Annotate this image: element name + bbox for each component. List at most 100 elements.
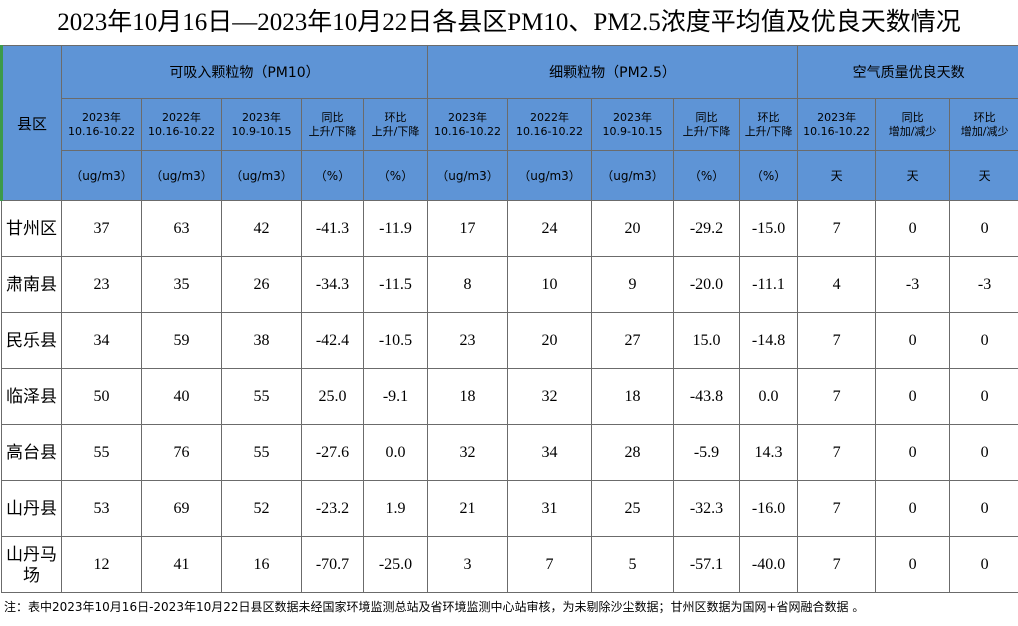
data-cell: 0 [949, 312, 1018, 369]
table-row: （ug/m3） （ug/m3） （ug/m3） （%） （%） （ug/m3） （ug/m3… [2, 150, 1018, 201]
header-line: 2023年 [448, 110, 488, 124]
unit-header: （%） [673, 150, 741, 201]
county-name: 高台县 [1, 424, 62, 481]
unit-header: （ug/m3） [507, 150, 593, 201]
data-cell: 7 [797, 424, 877, 481]
data-cell: -70.7 [301, 536, 364, 593]
unit-header: 天 [797, 150, 877, 201]
header-line: 增加/减少 [960, 124, 1009, 138]
header-line: 同比 [901, 110, 924, 124]
data-cell: 7 [797, 536, 877, 593]
data-cell: -16.0 [739, 480, 799, 537]
data-cell: 27 [591, 312, 675, 369]
header-line: 10.16-10.22 [68, 124, 135, 138]
table-row: 山丹县 53 69 52 -23.2 1.9 21 31 25 -32.3 -16.0 7 0 0 [1, 480, 1018, 537]
table-row: 山丹马场 12 41 16 -70.7 -25.0 3 7 5 -57.1 -40.0 7 0 0 [1, 536, 1018, 593]
table-row: 肃南县 23 35 26 -34.3 -11.5 8 10 9 -20.0 -11.1 4 -3 -3 [1, 256, 1018, 313]
data-cell: 3 [427, 536, 509, 593]
data-cell: 38 [221, 312, 302, 369]
header-line: 10.9-10.15 [602, 124, 663, 138]
data-cell: 41 [141, 536, 222, 593]
header-line: 上升/下降 [744, 124, 793, 138]
header-line: 2023年 [613, 110, 653, 124]
header-line: 环比 [973, 110, 996, 124]
data-cell: -15.0 [739, 200, 799, 257]
unit-header: （%） [362, 150, 429, 201]
data-cell: 18 [591, 368, 675, 425]
data-cell: 0 [949, 536, 1018, 593]
data-cell: 1.9 [362, 480, 429, 537]
data-cell: 35 [141, 256, 222, 313]
data-cell: 7 [797, 200, 877, 257]
group-header: 空气质量优良天数 [797, 45, 1018, 99]
data-cell: 20 [591, 200, 675, 257]
data-cell: -29.2 [673, 200, 741, 257]
data-cell: 8 [427, 256, 509, 313]
data-cell: 0.0 [362, 424, 429, 481]
data-cell: -57.1 [673, 536, 741, 593]
title: 2023年10月16日—2023年10月22日各县区PM10、PM2.5浓度平均… [57, 9, 961, 36]
data-cell: 12 [61, 536, 142, 593]
unit-header: 天 [949, 150, 1018, 201]
data-cell: 42 [221, 200, 302, 257]
data-cell: -10.5 [362, 312, 429, 369]
data-cell: 55 [221, 424, 302, 481]
data-cell: -3 [949, 256, 1018, 313]
column-header: 同比 上升/下降 [673, 98, 741, 151]
data-cell: 63 [141, 200, 222, 257]
data-cell: 7 [797, 312, 877, 369]
column-header: 同比 增加/减少 [875, 98, 951, 151]
data-cell: -9.1 [362, 368, 429, 425]
data-cell: 5 [591, 536, 675, 593]
table-row: 2023年 10.16-10.22 2022年 10.16-10.22 2023年 10.… [2, 98, 1018, 151]
data-cell: 55 [221, 368, 302, 425]
data-cell: -27.6 [301, 424, 364, 481]
county-name: 山丹马场 [1, 536, 62, 593]
data-cell: 7 [797, 480, 877, 537]
corner-header: 县区 [0, 45, 62, 201]
data-cell: 0 [875, 312, 951, 369]
data-cell: 0 [875, 200, 951, 257]
data-cell: 34 [507, 424, 593, 481]
data-cell: -5.9 [673, 424, 741, 481]
data-cell: 32 [507, 368, 593, 425]
header-line: 上升/下降 [371, 124, 420, 138]
data-cell: -41.3 [301, 200, 364, 257]
group-header: 细颗粒物（PM2.5） [427, 45, 799, 99]
data-cell: 18 [427, 368, 509, 425]
header-line: 2023年 [82, 110, 121, 124]
data-cell: 0 [875, 424, 951, 481]
data-cell: 69 [141, 480, 222, 537]
data-cell: -42.4 [301, 312, 364, 369]
data-cell: 7 [797, 368, 877, 425]
unit-header: （ug/m3） [61, 150, 142, 201]
unit-header: （%） [301, 150, 364, 201]
data-cell: 0 [949, 480, 1018, 537]
column-header: 2023年 10.9-10.15 [591, 98, 675, 151]
data-cell: 25 [591, 480, 675, 537]
column-header: 2022年 10.16-10.22 [141, 98, 222, 151]
data-cell: 10 [507, 256, 593, 313]
data-cell: -11.5 [362, 256, 429, 313]
table-row: 甘州区 37 63 42 -41.3 -11.9 17 24 20 -29.2 -15.0 7 0 0 [1, 200, 1018, 257]
data-cell: 40 [141, 368, 222, 425]
header-line: 10.16-10.22 [434, 124, 501, 138]
data-cell: -32.3 [673, 480, 741, 537]
table-row: 高台县 55 76 55 -27.6 0.0 32 34 28 -5.9 14.3 7 0 0 [1, 424, 1018, 481]
county-name: 民乐县 [1, 312, 62, 369]
data-cell: 0 [875, 536, 951, 593]
data-cell: -14.8 [739, 312, 799, 369]
data-cell: -25.0 [362, 536, 429, 593]
data-cell: 9 [591, 256, 675, 313]
header-line: 2023年 [817, 110, 857, 124]
header-line: 同比 [695, 110, 718, 124]
column-header: 2022年 10.16-10.22 [507, 98, 593, 151]
data-cell: 0 [875, 368, 951, 425]
header-line: 10.16-10.22 [803, 124, 871, 138]
data-cell: 14.3 [739, 424, 799, 481]
header-line: 10.16-10.22 [516, 124, 583, 138]
data-cell: 28 [591, 424, 675, 481]
data-table: 县区 可吸入颗粒物（PM10） 细颗粒物（PM2.5） 空气质量优良天数 2023年 10… [0, 45, 1018, 593]
header-line: 环比 [384, 110, 407, 124]
